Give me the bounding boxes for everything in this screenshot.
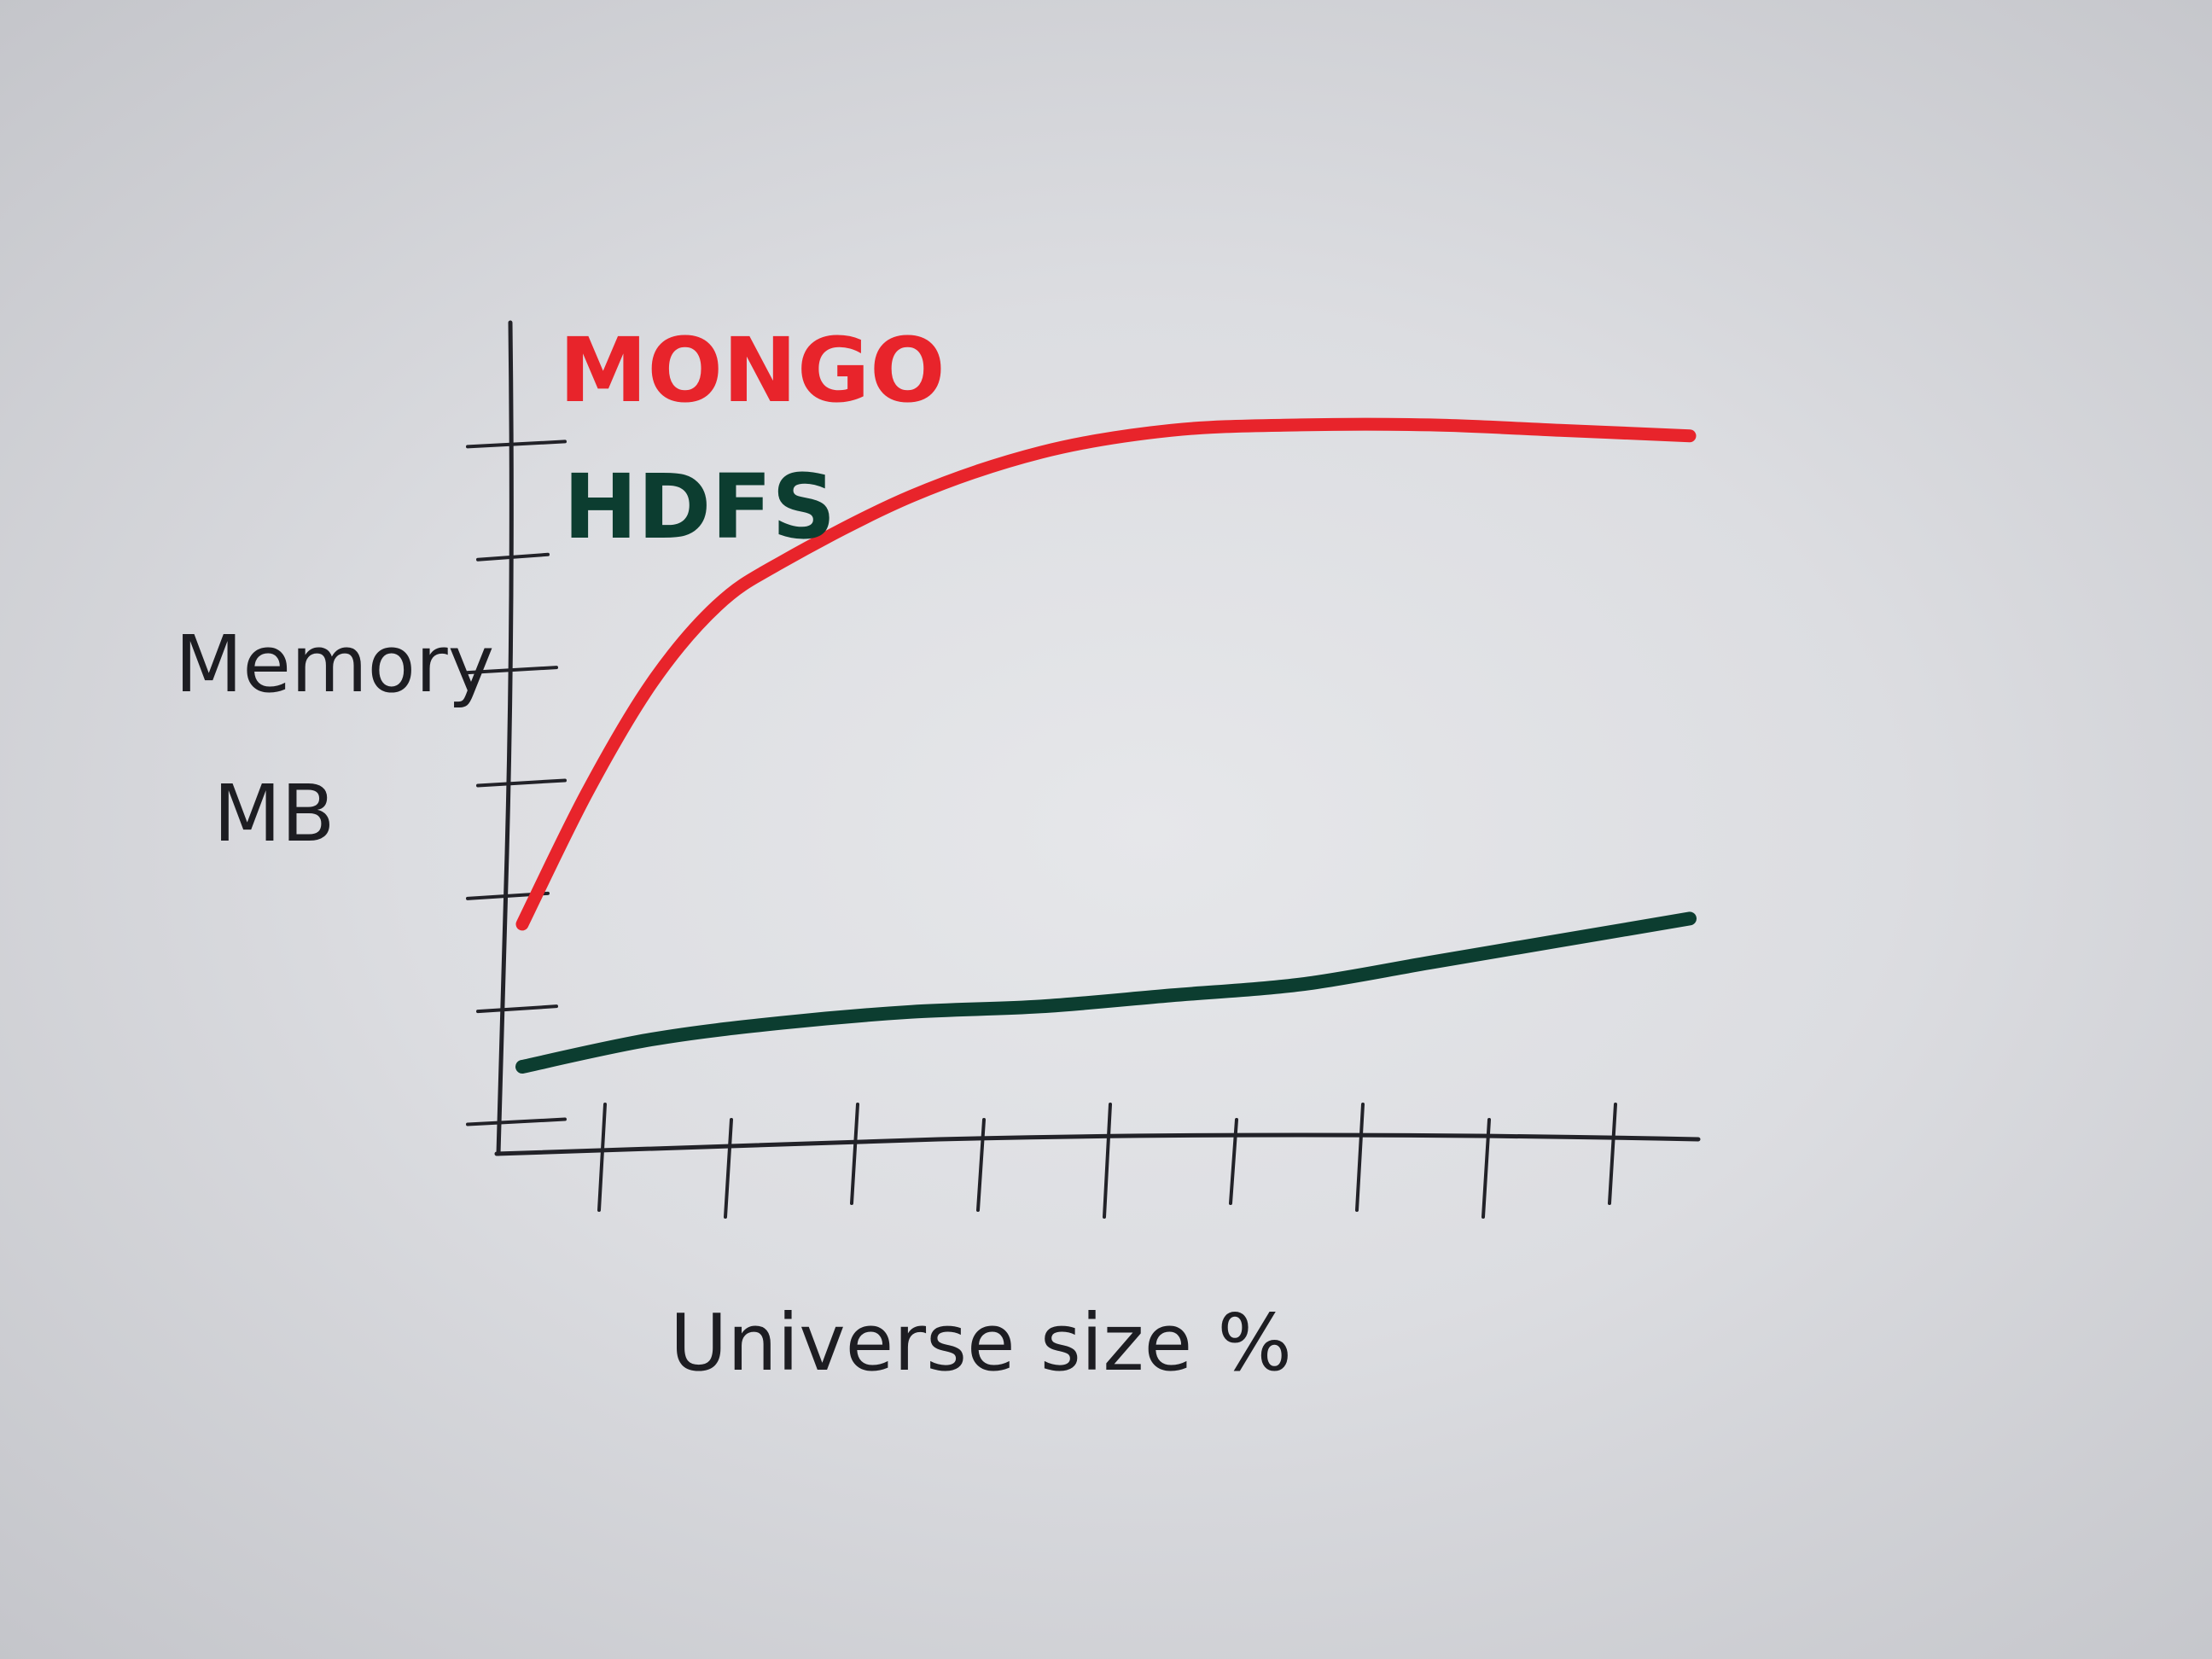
legend-entry-hdfs: HDFS (563, 455, 835, 559)
legend-entry-mongo: MONGO (559, 318, 946, 422)
x-tick (1608, 1103, 1617, 1205)
x-tick (1481, 1118, 1491, 1219)
y-tick (466, 1117, 567, 1126)
y-tick (466, 666, 558, 675)
series-line-mongo (515, 417, 1697, 931)
x-axis (494, 1132, 1701, 1156)
x-axis-label: Universe size % (670, 1297, 1292, 1388)
x-tick (597, 1103, 607, 1212)
x-tick (1229, 1118, 1238, 1205)
y-axis-label-line1: Memory (175, 619, 494, 710)
x-tick (976, 1118, 986, 1212)
y-tick (476, 1004, 558, 1014)
x-tick (724, 1118, 733, 1219)
x-tick (850, 1103, 859, 1205)
y-tick (466, 439, 567, 449)
y-tick (476, 778, 567, 788)
y-axis (496, 320, 514, 1156)
x-tick (1355, 1103, 1365, 1212)
y-tick (476, 552, 550, 562)
x-ticks (597, 1103, 1617, 1219)
x-tick (1103, 1103, 1112, 1219)
y-axis-label-line2: MB (213, 768, 335, 859)
y-ticks (466, 439, 567, 1126)
legend: MONGO HDFS (559, 318, 946, 559)
series-line-hdfs (515, 911, 1697, 1074)
